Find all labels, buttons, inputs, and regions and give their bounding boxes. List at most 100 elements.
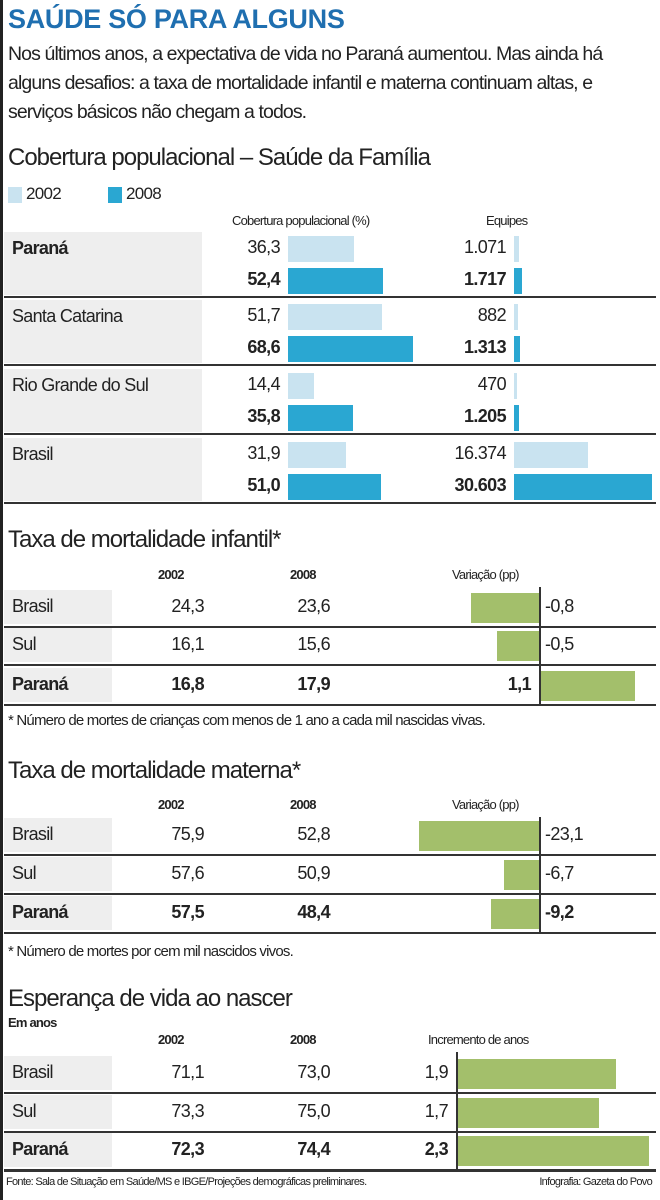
section-title: Cobertura populacional – Saúde da Famíli… <box>8 144 431 171</box>
teams-bar-2008 <box>514 405 520 431</box>
divider <box>4 1171 656 1172</box>
row-label: Sul <box>12 863 37 883</box>
coverage-value-2002: 36,3 <box>247 237 280 257</box>
value-2008: 74,4 <box>297 1139 330 1159</box>
row-label-bg <box>4 1133 112 1167</box>
section-title: Taxa de mortalidade materna* <box>8 757 301 784</box>
column-header-change: Variação (pp) <box>452 567 519 582</box>
column-header-2008: 2008 <box>290 567 317 582</box>
legend-swatch-2002 <box>8 187 22 203</box>
row-label: Brasil <box>12 1062 54 1082</box>
row-divider <box>4 296 656 298</box>
change-value: 2,3 <box>424 1139 449 1159</box>
coverage-value-2002: 14,4 <box>247 374 280 394</box>
row-divider <box>4 433 656 435</box>
column-header-change: Incremento de anos <box>428 1032 529 1047</box>
row-label-bg <box>4 1056 112 1090</box>
row-divider <box>4 664 656 666</box>
change-bar <box>541 671 635 701</box>
column-header-2002: 2002 <box>158 797 185 812</box>
value-2002: 57,5 <box>171 902 204 922</box>
change-bar <box>504 860 539 890</box>
coverage-bar-2002 <box>288 236 355 262</box>
coverage-bar-2002 <box>288 373 315 399</box>
value-2002: 16,8 <box>171 674 204 694</box>
change-value: 1,7 <box>424 1101 449 1121</box>
change-bar <box>458 1098 600 1128</box>
teams-bar-2002 <box>514 236 519 262</box>
row-divider <box>4 854 656 856</box>
row-divider <box>4 704 656 706</box>
row-label-bg <box>4 818 112 852</box>
change-bar <box>496 631 539 661</box>
column-header-2002: 2002 <box>158 567 185 582</box>
teams-bar-2002 <box>514 304 518 330</box>
value-2008: 48,4 <box>297 902 330 922</box>
change-bar <box>471 593 539 623</box>
row-divider <box>4 364 656 366</box>
value-2002: 24,3 <box>171 596 204 616</box>
coverage-bar-2008 <box>288 474 381 500</box>
coverage-bar-2008 <box>288 336 413 362</box>
footnote: * Número de mortes de crianças com menos… <box>8 712 486 729</box>
zero-axis <box>539 587 541 704</box>
coverage-value-2008: 51,0 <box>247 475 280 495</box>
row-divider <box>4 1092 656 1094</box>
value-2002: 16,1 <box>171 634 204 654</box>
column-header-teams: Equipes <box>486 213 528 228</box>
source-note: Fonte: Sala de Situação em Saúde/MS e IB… <box>6 1176 367 1188</box>
row-label-bg <box>4 896 112 930</box>
change-bar <box>491 899 539 929</box>
coverage-bar-2002 <box>288 442 347 468</box>
value-2008: 15,6 <box>297 634 330 654</box>
teams-value-2008: 1.717 <box>463 269 507 289</box>
row-label: Paraná <box>12 238 69 258</box>
section-title: Taxa de mortalidade infantil* <box>8 526 282 553</box>
teams-value-2008: 1.205 <box>463 406 507 426</box>
row-label: Paraná <box>12 1139 69 1159</box>
row-divider <box>4 893 656 895</box>
row-label: Sul <box>12 1101 37 1121</box>
teams-value-2002: 470 <box>477 374 507 394</box>
teams-value-2002: 16.374 <box>454 443 507 463</box>
page-title: SAÚDE SÓ PARA ALGUNS <box>8 4 345 34</box>
value-2008: 23,6 <box>297 596 330 616</box>
teams-bar-2002 <box>514 442 588 468</box>
change-bar <box>458 1059 616 1089</box>
change-value: -0,8 <box>545 596 574 616</box>
value-2002: 75,9 <box>171 824 204 844</box>
zero-axis <box>456 1052 458 1169</box>
row-divider <box>4 1169 656 1171</box>
value-2002: 72,3 <box>171 1139 204 1159</box>
coverage-value-2008: 52,4 <box>247 269 280 289</box>
change-value: -9,2 <box>545 902 574 922</box>
column-header-2002: 2002 <box>158 1032 185 1047</box>
row-label: Paraná <box>12 902 69 922</box>
legend-label-2002: 2002 <box>26 184 62 203</box>
column-header-2008: 2008 <box>290 1032 317 1047</box>
row-label: Rio Grande do Sul <box>12 375 149 395</box>
coverage-bar-2008 <box>288 268 384 294</box>
teams-value-2002: 882 <box>477 305 507 325</box>
change-value: -23,1 <box>545 824 584 844</box>
teams-value-2008: 1.313 <box>463 337 507 357</box>
column-header-2008: 2008 <box>290 797 317 812</box>
teams-bar-2008 <box>514 474 652 500</box>
row-label-bg <box>4 857 112 891</box>
teams-bar-2008 <box>514 336 520 362</box>
row-label-bg <box>4 668 112 702</box>
column-header-coverage: Cobertura populacional (%) <box>232 213 370 228</box>
value-2008: 75,0 <box>297 1101 330 1121</box>
row-label: Santa Catarina <box>12 306 123 326</box>
section-title: Esperança de vida ao nascer <box>8 985 293 1012</box>
value-2008: 73,0 <box>297 1062 330 1082</box>
coverage-value-2002: 51,7 <box>247 305 280 325</box>
row-label-bg <box>4 628 112 662</box>
coverage-value-2008: 35,8 <box>247 406 280 426</box>
credit-note: Infografia: Gazeta do Povo <box>539 1176 652 1188</box>
value-2008: 17,9 <box>297 674 330 694</box>
footnote: * Número de mortes por cem mil nascidos … <box>8 943 294 960</box>
left-edge <box>0 0 3 1200</box>
legend-label-2008: 2008 <box>126 184 162 203</box>
teams-value-2002: 1.071 <box>463 237 507 257</box>
